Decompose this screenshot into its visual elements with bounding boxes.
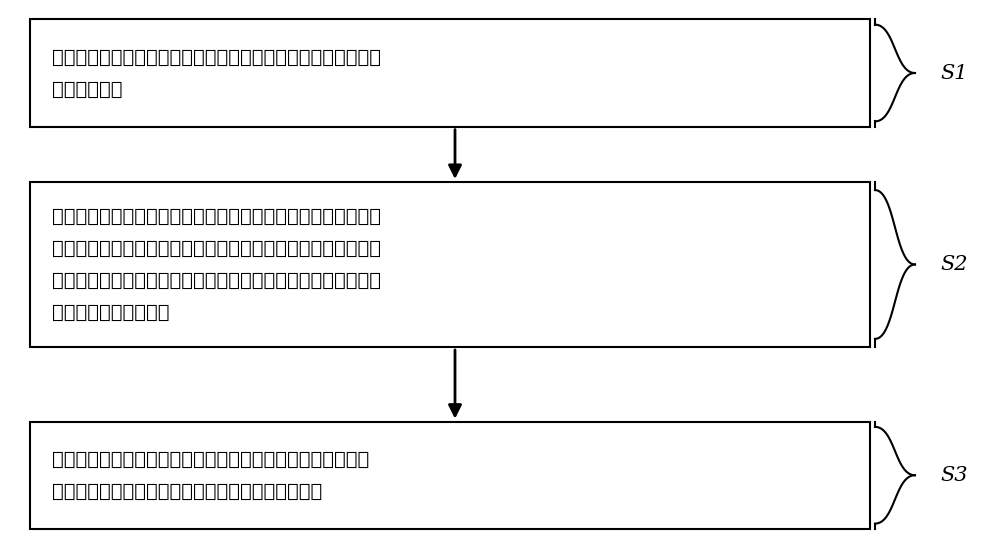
FancyBboxPatch shape xyxy=(30,182,870,347)
Text: S3: S3 xyxy=(940,466,968,485)
Text: S1: S1 xyxy=(940,63,968,83)
Text: 将吹炼实时的数据输入得到函数型熔池温度预测模型和函数型: 将吹炼实时的数据输入得到函数型熔池温度预测模型和函数型 xyxy=(52,450,369,469)
Text: 度信息数据；: 度信息数据； xyxy=(52,79,122,99)
Text: S2: S2 xyxy=(940,255,968,274)
Text: 应变量和协变量均为函数型数据的模型，将所述转化为函数型数: 应变量和协变量均为函数型数据的模型，将所述转化为函数型数 xyxy=(52,239,381,258)
FancyBboxPatch shape xyxy=(30,19,870,127)
Text: 获取若干历史炉次的原料数据、冶炼过程数据、熔池碳含量和温: 获取若干历史炉次的原料数据、冶炼过程数据、熔池碳含量和温 xyxy=(52,47,381,67)
Text: 将得到的数据和原料数据进行拟合，转化为函数型数据，选取响: 将得到的数据和原料数据进行拟合，转化为函数型数据，选取响 xyxy=(52,207,381,226)
FancyBboxPatch shape xyxy=(30,422,870,529)
Text: 据对所述模型进行训练，获得函数型熔池温度预测模型和函数型: 据对所述模型进行训练，获得函数型熔池温度预测模型和函数型 xyxy=(52,271,381,290)
Text: 熔池碳含量预测模型；: 熔池碳含量预测模型； xyxy=(52,303,170,322)
Text: 熔池碳含量预测模型，输出吹炼开始至当前的预测值: 熔池碳含量预测模型，输出吹炼开始至当前的预测值 xyxy=(52,482,322,501)
